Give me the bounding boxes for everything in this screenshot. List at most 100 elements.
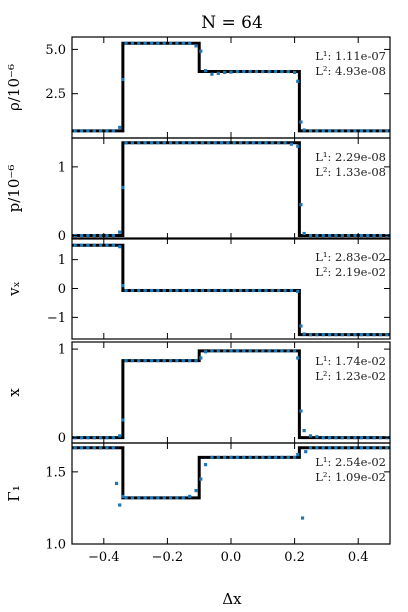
numerical-point <box>111 243 115 247</box>
numerical-point <box>321 129 325 133</box>
numerical-point <box>327 446 332 450</box>
error-label: L¹: 2.83e-02 <box>315 250 386 264</box>
y-tick-label: 1.5 <box>45 465 66 480</box>
numerical-point <box>334 436 338 440</box>
numerical-point <box>200 141 204 145</box>
numerical-point <box>385 129 389 133</box>
numerical-point <box>210 455 214 460</box>
numerical-point <box>219 288 224 293</box>
numerical-point <box>286 349 290 353</box>
numerical-point <box>79 243 84 247</box>
numerical-point <box>308 446 313 450</box>
numerical-point <box>299 203 303 207</box>
numerical-point <box>238 141 243 145</box>
numerical-point <box>156 496 160 500</box>
numerical-point <box>299 324 303 328</box>
numerical-point <box>92 233 96 238</box>
numerical-point <box>296 79 300 83</box>
numerical-point <box>105 233 109 238</box>
numerical-point <box>194 288 198 293</box>
numerical-point <box>289 142 294 146</box>
numerical-point <box>238 288 243 293</box>
numerical-point <box>86 243 90 247</box>
numerical-point <box>242 455 246 460</box>
numerical-point <box>359 233 363 238</box>
numerical-point <box>372 233 376 238</box>
numerical-point <box>226 141 230 145</box>
y-tick-label: −1 <box>47 311 66 326</box>
numerical-point <box>199 477 203 481</box>
numerical-point <box>200 288 204 293</box>
numerical-point <box>229 455 233 460</box>
numerical-point <box>321 436 325 440</box>
numerical-point <box>188 41 192 45</box>
numerical-point <box>327 436 332 440</box>
numerical-point <box>99 446 103 450</box>
numerical-point <box>353 333 357 337</box>
numerical-point <box>130 359 135 363</box>
numerical-point <box>210 349 214 353</box>
numerical-point <box>118 125 122 129</box>
numerical-point <box>315 333 319 337</box>
x-tick-label: 0.2 <box>284 550 305 565</box>
y-tick-label: 1.0 <box>45 538 66 553</box>
numerical-point <box>334 129 338 133</box>
numerical-point <box>226 288 230 293</box>
error-label: L¹: 1.74e-02 <box>315 354 386 368</box>
numerical-point <box>216 349 220 353</box>
numerical-point <box>378 333 383 337</box>
numerical-point <box>219 141 224 145</box>
numerical-point <box>210 72 214 76</box>
numerical-point <box>372 129 376 133</box>
numerical-point <box>229 349 233 353</box>
numerical-point <box>118 230 122 234</box>
numerical-point <box>366 333 370 337</box>
numerical-point <box>378 436 383 440</box>
numerical-point <box>280 69 284 74</box>
numerical-point <box>235 455 239 460</box>
numerical-point <box>121 77 125 82</box>
numerical-point <box>232 141 236 145</box>
numerical-point <box>245 288 249 293</box>
error-label: L²: 1.09e-02 <box>315 470 386 484</box>
numerical-point <box>334 233 338 238</box>
numerical-point <box>137 496 141 500</box>
numerical-point <box>299 120 303 124</box>
numerical-point <box>302 128 306 132</box>
numerical-point <box>293 70 297 75</box>
numerical-point <box>168 496 173 500</box>
numerical-point <box>111 233 115 238</box>
numerical-point <box>254 455 259 460</box>
numerical-point <box>181 359 185 363</box>
numerical-point <box>181 496 185 500</box>
numerical-point <box>267 455 271 460</box>
numerical-point <box>378 446 383 450</box>
numerical-point <box>105 436 109 440</box>
numerical-point <box>267 69 271 74</box>
y-axis-label: Γ₁ <box>5 485 23 501</box>
exact-solution-line <box>72 349 390 440</box>
numerical-point <box>273 455 278 460</box>
numerical-point <box>175 141 179 145</box>
numerical-point <box>168 41 173 45</box>
numerical-point <box>353 436 357 440</box>
numerical-point <box>92 446 96 450</box>
numerical-point <box>372 446 376 450</box>
numerical-point <box>293 455 297 460</box>
numerical-point <box>86 129 90 133</box>
numerical-point <box>327 333 332 337</box>
numerical-point <box>359 129 363 133</box>
numerical-point <box>264 141 268 145</box>
numerical-point <box>156 359 160 363</box>
numerical-point <box>175 359 179 363</box>
numerical-point <box>232 288 236 293</box>
numerical-point <box>79 129 84 133</box>
numerical-point <box>99 436 103 440</box>
numerical-point <box>286 69 290 74</box>
numerical-point <box>248 349 252 353</box>
numerical-point <box>149 141 154 145</box>
numerical-point <box>175 496 179 500</box>
y-axis-label: ρ/10⁻⁶ <box>5 64 23 111</box>
numerical-point <box>73 243 77 247</box>
